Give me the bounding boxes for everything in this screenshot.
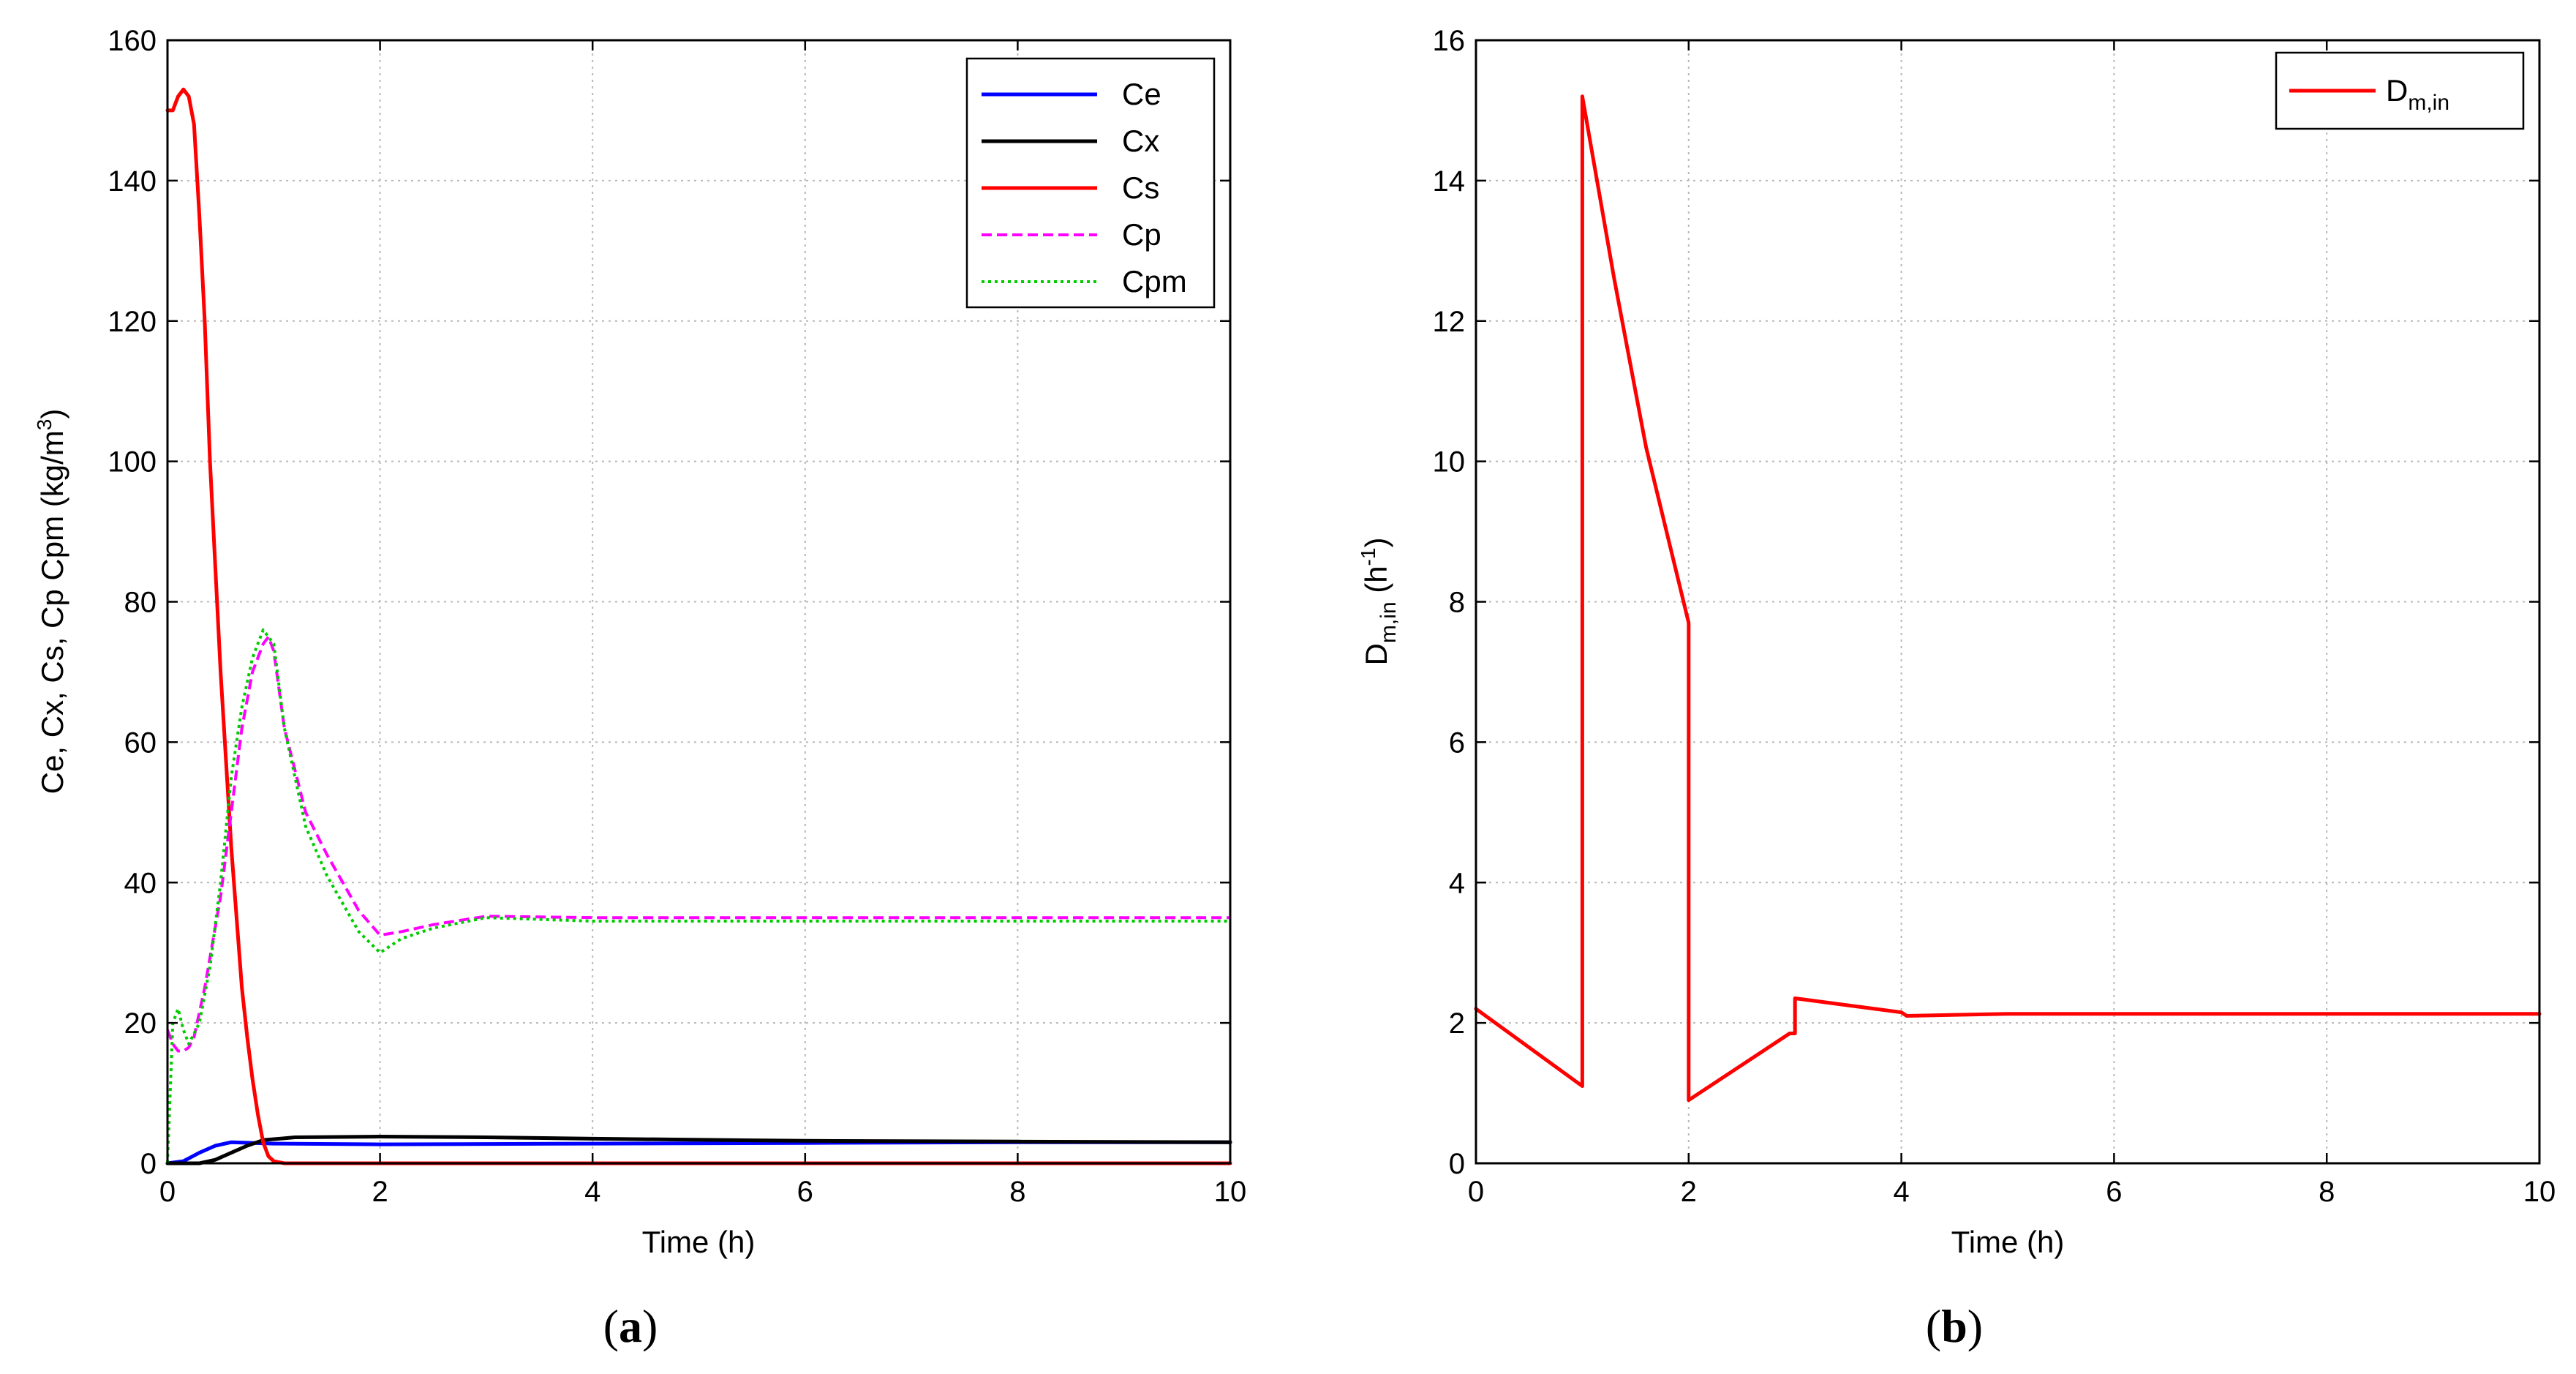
chart-b-legend: Dm,in [2275,51,2525,130]
chart-b-xtick-label: 6 [2106,1176,2122,1208]
chart-a-legend-box [965,57,1216,309]
chart-b-ytick-label: 12 [1433,306,1466,338]
chart-a-xtick-labels: 0 2 4 6 8 10 [159,1176,1246,1208]
chart-a: 0 2 4 6 8 10 0 20 40 60 80 100 120 140 1… [33,25,1246,1352]
chart-a-ytick-label: 160 [108,25,157,57]
chart-b-y-axis-label-sup: -1 [1357,548,1379,566]
chart-a-grid [167,40,1230,1163]
chart-a-legend-label-cs: Cs [1122,170,1159,205]
chart-b-legend-label-sub: m,in [2408,91,2449,115]
chart-a-series-ce [165,1140,1232,1165]
chart-b-series [1474,94,2542,1103]
chart-a-series-cp [166,635,1230,1053]
chart-b-y-axis-label-close: ) [1359,538,1393,548]
chart-b-xtick-label: 10 [2523,1176,2556,1208]
chart-b-ytick-label: 8 [1449,587,1465,619]
chart-b-legend-label: Dm,in [2386,73,2449,115]
chart-a-xtick-label: 2 [372,1176,388,1208]
chart-b-y-axis-label: Dm,in (h-1) [1357,538,1401,666]
chart-b-ytick-label: 0 [1449,1148,1465,1180]
chart-a-series-cpm [166,628,1230,1164]
chart-a-caption-letter: a [619,1300,642,1352]
chart-b-y-axis-label-main: D [1359,643,1393,665]
chart-b-ytick-label: 2 [1449,1007,1465,1040]
chart-a-ytick-label: 120 [108,306,157,338]
chart-a-x-axis-label: Time (h) [642,1225,756,1259]
chart-a-ytick-label: 80 [124,587,157,619]
chart-a-ytick-label: 20 [124,1007,157,1040]
chart-b-ytick-label: 16 [1433,25,1466,57]
chart-a-legend-swatches [982,92,1097,283]
chart-a-caption: (a) [603,1300,658,1352]
chart-a-caption-open: ( [603,1300,619,1352]
chart-b-caption-letter: b [1941,1300,1967,1352]
chart-b-xtick-label: 0 [1468,1176,1484,1208]
chart-b-ytick-label: 4 [1449,867,1465,899]
chart-a-ytick-label: 60 [124,727,157,759]
chart-a-ytick-labels: 0 20 40 60 80 100 120 140 160 [108,25,157,1180]
chart-a-xtick-label: 8 [1009,1176,1025,1208]
chart-a-y-axis-label-close: ) [35,409,69,419]
chart-a-ytick-label: 40 [124,867,157,899]
chart-b-ytick-label: 14 [1433,165,1466,198]
chart-b-y-axis-label-mid: (h [1359,566,1393,601]
chart-a-ytick-label: 100 [108,446,157,478]
chart-b-caption: (b) [1926,1300,1983,1352]
chart-a-legend-label-cx: Cx [1122,124,1159,158]
chart-b-xtick-labels: 0 2 4 6 8 10 [1468,1176,2556,1208]
chart-b-caption-close: ) [1967,1300,1983,1352]
chart-b-x-axis-label: Time (h) [1951,1225,2065,1259]
chart-b-ytick-labels: 0 2 4 6 8 10 12 14 16 [1433,25,1466,1180]
chart-a-ticks [166,39,1232,1165]
chart-b-series-d [1474,94,2542,1103]
chart-b-xtick-label: 8 [2319,1176,2335,1208]
chart-a-xtick-label: 6 [797,1176,813,1208]
chart-a-caption-close: ) [642,1300,658,1352]
chart-a-legend-label-ce: Ce [1122,77,1161,111]
chart-a-legend-label-cp: Cp [1122,217,1161,252]
chart-b-ytick-label: 6 [1449,727,1465,759]
chart-a-ytick-label: 0 [140,1148,157,1180]
chart-b: 0 2 4 6 8 10 0 2 4 6 8 10 12 14 16 Time … [1357,25,2556,1352]
chart-a-y-axis-label-sup: 3 [33,419,56,431]
chart-a-legend-label-cpm: Cpm [1122,264,1187,299]
chart-b-xtick-label: 4 [1893,1176,1909,1208]
chart-a-ytick-label: 140 [108,165,157,198]
chart-a-y-axis-label: Ce, Cx, Cs, Cp Cpm (kg/m3) [33,409,69,795]
chart-b-caption-open: ( [1926,1300,1941,1352]
chart-a-series-cx [165,1135,1232,1165]
chart-b-y-axis-label-sub: m,in [1376,601,1401,643]
chart-b-legend-label-main: D [2386,73,2408,108]
chart-a-xtick-label: 4 [584,1176,600,1208]
chart-b-ytick-label: 10 [1433,446,1466,478]
chart-b-ticks [1475,39,2541,1165]
chart-a-y-axis-label-main: Ce, Cx, Cs, Cp Cpm (kg/m [35,430,69,794]
chart-a-xtick-label: 10 [1214,1176,1247,1208]
chart-a-xtick-label: 0 [159,1176,176,1208]
chart-b-grid [1476,40,2539,1163]
chart-a-legend: Ce Cx Cs Cp Cpm [965,57,1216,309]
chart-b-xtick-label: 2 [1681,1176,1697,1208]
